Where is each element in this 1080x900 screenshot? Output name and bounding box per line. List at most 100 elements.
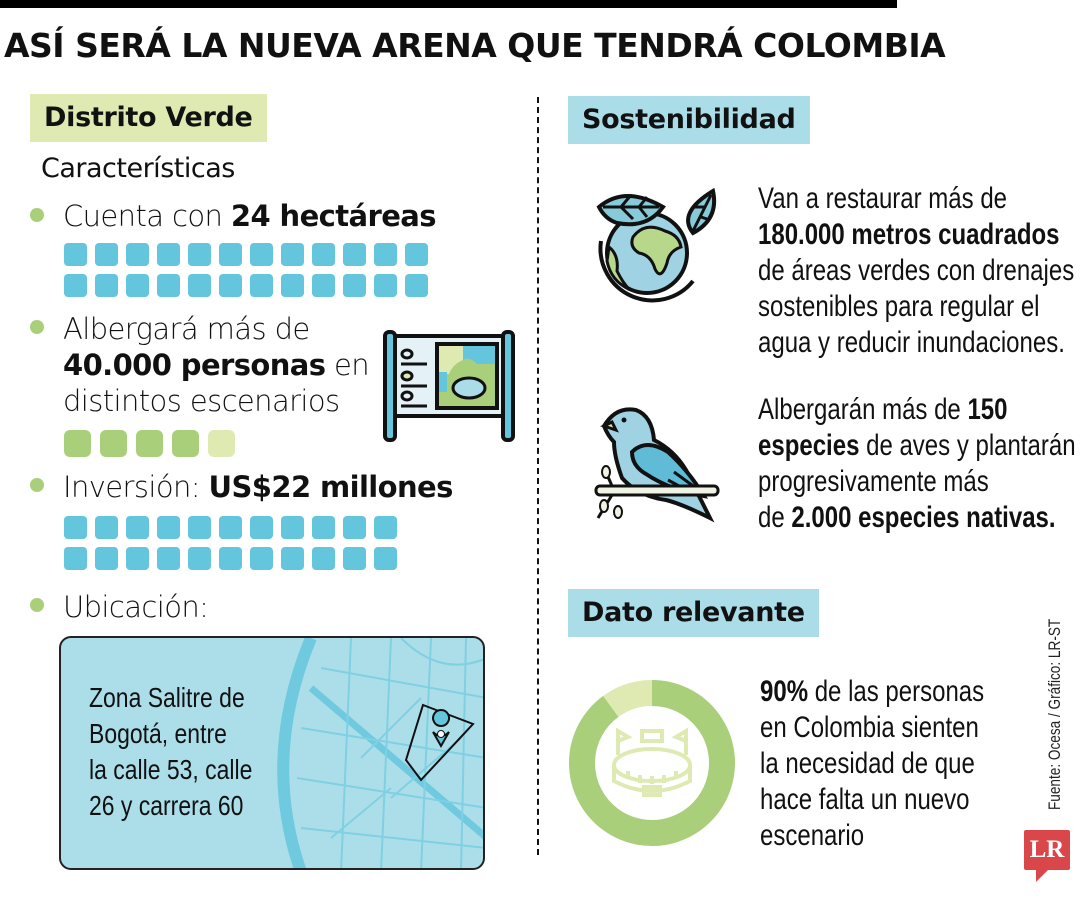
- pictogram-square: [281, 243, 304, 266]
- text-part-bold: especies: [758, 429, 860, 462]
- section-title-dato-relevante: Dato relevante: [568, 589, 819, 637]
- text-line: agua y reducir inundaciones.: [758, 326, 1065, 359]
- text-line: en Colombia sienten: [760, 711, 979, 744]
- pictogram-square: [157, 547, 180, 570]
- donut-segment: [569, 680, 735, 846]
- pictogram-square: [281, 516, 304, 539]
- pictogram-square: [312, 274, 335, 297]
- location-text: Zona Salitre de Bogotá, entre la calle 5…: [89, 680, 252, 824]
- globe-leaves-icon: [596, 187, 716, 303]
- item-hectareas: Cuenta con 24 hectáreas: [63, 198, 437, 234]
- pictogram-square: [312, 547, 335, 570]
- pictogram-square: [312, 516, 335, 539]
- dato-relevante-text: 90% de las personas en Colombia sienten …: [760, 674, 984, 854]
- pictogram-square: [126, 274, 149, 297]
- map-board-icon: [383, 330, 515, 442]
- pictogram-square: [64, 516, 87, 539]
- pictogram-square: [95, 274, 118, 297]
- section-title-sostenibilidad: Sostenibilidad: [568, 96, 810, 144]
- sostenibilidad-text-1: Van a restaurar más de 180.000 metros cu…: [758, 181, 1074, 361]
- pictogram-square: [95, 516, 118, 539]
- pictogram-square: [188, 274, 211, 297]
- pictogram-square: [172, 430, 199, 457]
- pictogram-hectareas: [64, 243, 428, 297]
- pictogram-personas: [64, 430, 235, 457]
- text-part: de las personas: [808, 675, 985, 708]
- text-line: la necesidad de que: [760, 747, 975, 780]
- pictogram-square: [374, 243, 397, 266]
- text-part: Albergarán más de: [758, 393, 968, 426]
- section-title-distrito-verde: Distrito Verde: [30, 94, 267, 142]
- pictogram-square: [219, 547, 242, 570]
- pictogram-square: [343, 274, 366, 297]
- pictogram-square: [250, 243, 273, 266]
- pictogram-square: [374, 274, 397, 297]
- item-value: 24 hectáreas: [230, 199, 437, 233]
- location-line: 26 y carrera 60: [89, 790, 244, 821]
- pictogram-square: [343, 547, 366, 570]
- location-line: la calle 53, calle: [89, 754, 253, 785]
- pictogram-square: [136, 430, 163, 457]
- item-text: Cuenta con: [63, 199, 231, 233]
- pictogram-square: [374, 547, 397, 570]
- text-line: hace falta un nuevo: [760, 783, 970, 816]
- pictogram-square: [100, 430, 127, 457]
- donut-chart: [569, 680, 735, 846]
- street-map-graphic: [277, 638, 483, 868]
- item-value: US$22 millones: [208, 470, 454, 504]
- pictogram-square: [374, 516, 397, 539]
- bullet: [30, 478, 44, 492]
- pictogram-square: [126, 547, 149, 570]
- pictogram-square: [157, 243, 180, 266]
- pictogram-square: [64, 547, 87, 570]
- text-part: de aves y plantarán: [859, 429, 1076, 462]
- bullet: [30, 320, 44, 334]
- pictogram-inversion: [64, 516, 397, 570]
- text-line: Van a restaurar más de: [758, 182, 1008, 215]
- pictogram-square: [64, 243, 87, 266]
- subtitle-caracteristicas: Características: [41, 153, 235, 184]
- fact-value: 90%: [760, 675, 809, 708]
- text-line: de áreas verdes con drenajes: [758, 254, 1075, 287]
- item-text: Inversión:: [63, 470, 209, 504]
- item-personas: Albergará más de 40.000 personas en dist…: [63, 311, 370, 419]
- item-text: distintos escenarios: [63, 384, 340, 418]
- pictogram-square: [157, 274, 180, 297]
- pictogram-square: [126, 243, 149, 266]
- item-inversion: Inversión: US$22 millones: [63, 469, 453, 505]
- pictogram-square: [250, 516, 273, 539]
- pictogram-square: [157, 516, 180, 539]
- pictogram-square: [312, 243, 335, 266]
- text-line: progresivamente más: [758, 465, 989, 498]
- pictogram-square: [343, 516, 366, 539]
- item-ubicacion: Ubicación:: [63, 590, 209, 624]
- source-credit: Fuente: Ocesa / Gráfico: LR-ST: [1045, 618, 1064, 810]
- text-line: sostenibles para regular el: [758, 290, 1040, 323]
- lr-logo: LR: [1024, 830, 1070, 882]
- bullet: [30, 208, 44, 222]
- pictogram-square: [95, 243, 118, 266]
- donut-segment: [603, 680, 653, 718]
- bird-icon: [594, 407, 720, 523]
- pictogram-square: [343, 243, 366, 266]
- pictogram-square: [188, 516, 211, 539]
- pictogram-square: [405, 243, 428, 266]
- bullet: [30, 598, 44, 612]
- pictogram-square: [405, 274, 428, 297]
- pictogram-square: [64, 274, 87, 297]
- text-line-bold: 180.000 metros cuadrados: [758, 218, 1060, 251]
- location-line: Bogotá, entre: [89, 718, 227, 749]
- sostenibilidad-text-2: Albergarán más de 150 especies de aves y…: [758, 392, 1076, 536]
- pictogram-square: [250, 547, 273, 570]
- item-value: 40.000 personas: [63, 348, 326, 382]
- page-title: ASÍ SERÁ LA NUEVA ARENA QUE TENDRÁ COLOM…: [4, 26, 946, 65]
- text-line: escenario: [760, 819, 865, 852]
- location-line: Zona Salitre de: [89, 682, 245, 713]
- top-bar: [0, 0, 897, 8]
- location-map: Zona Salitre de Bogotá, entre la calle 5…: [59, 636, 485, 870]
- pictogram-square: [126, 516, 149, 539]
- item-text: Albergará más de: [63, 312, 310, 346]
- stadium-icon: [612, 727, 692, 797]
- pictogram-square: [281, 274, 304, 297]
- pictogram-square: [281, 547, 304, 570]
